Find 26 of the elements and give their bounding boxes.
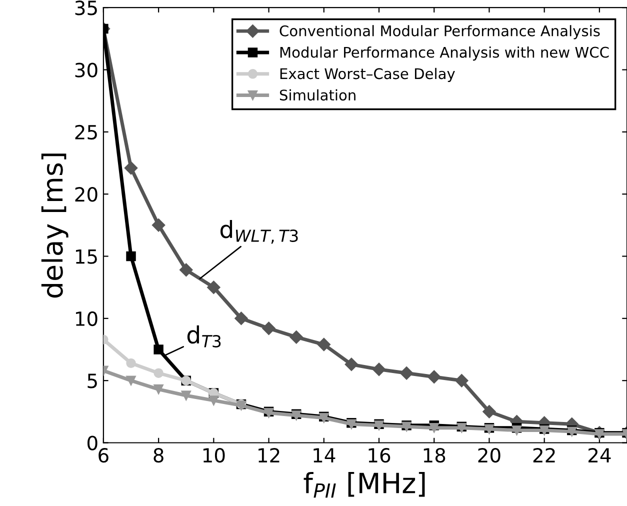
x-tick-label: 12: [258, 448, 280, 462]
annotation: d$_{WLT,T3}$: [220, 220, 298, 244]
y-tick-label: 20: [75, 187, 98, 202]
x-tick-label: 20: [478, 448, 500, 463]
legend-label: Simulation: [280, 89, 356, 101]
legend-label: Conventional Modular Performance Analysis: [280, 25, 600, 40]
legend-label: Exact Worst–Case Delay: [280, 68, 455, 82]
y-tick-label: 35: [75, 0, 97, 16]
x-tick-label: 22: [533, 448, 555, 462]
x-tick-label: 8: [154, 448, 164, 463]
x-tick-label: 18: [424, 448, 446, 463]
x-tick-label: 14: [314, 448, 336, 462]
annotation: d$_{T3}$: [187, 325, 221, 348]
y-axis-title: delay [ms]: [41, 154, 68, 298]
x-tick-label: 10: [203, 448, 225, 463]
y-tick-label: 0: [88, 436, 98, 450]
y-tick-label: 15: [76, 249, 97, 264]
legend-label: Modular Performance Analysis with new WCC: [280, 46, 609, 61]
x-tick-label: 16: [368, 448, 390, 463]
y-tick-label: 25: [75, 124, 97, 140]
x-tick-label: 24: [588, 448, 611, 462]
y-tick-label: 30: [75, 62, 98, 78]
x-axis-title: f$_{PII}$ [MHz]: [304, 472, 425, 498]
y-tick-label: 5: [88, 374, 97, 388]
x-tick-label: 6: [98, 448, 108, 463]
y-tick-label: 10: [76, 311, 98, 326]
